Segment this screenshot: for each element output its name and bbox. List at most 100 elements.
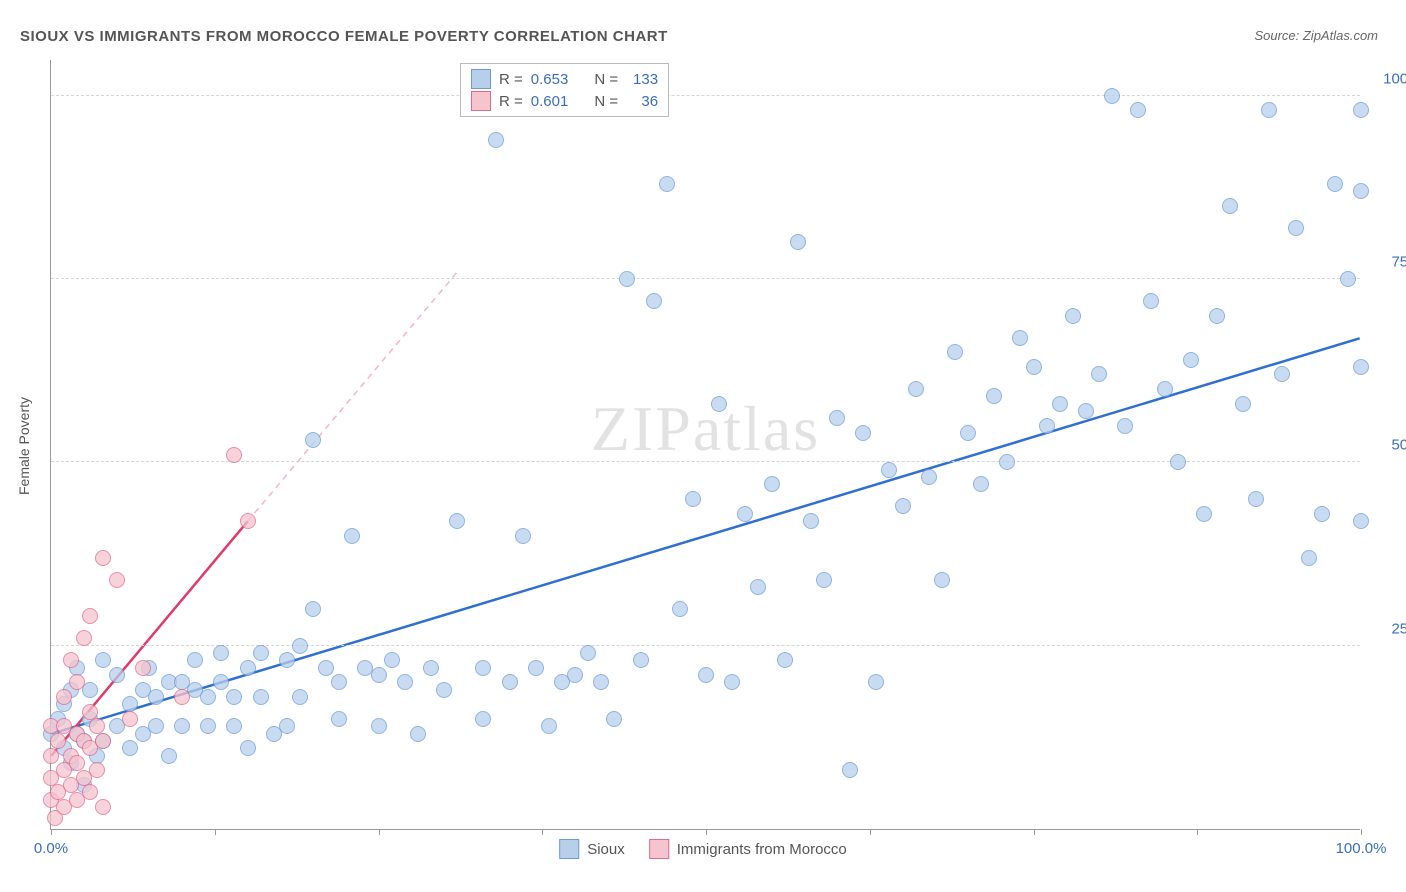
- data-point: [174, 689, 190, 705]
- data-point: [122, 696, 138, 712]
- source-label: Source: ZipAtlas.com: [1254, 28, 1378, 43]
- data-point: [646, 293, 662, 309]
- data-point: [1222, 198, 1238, 214]
- data-point: [240, 513, 256, 529]
- data-point: [475, 711, 491, 727]
- data-point: [82, 608, 98, 624]
- data-point: [135, 660, 151, 676]
- data-point: [1143, 293, 1159, 309]
- data-point: [56, 689, 72, 705]
- data-point: [1327, 176, 1343, 192]
- data-point: [1274, 366, 1290, 382]
- data-point: [986, 388, 1002, 404]
- data-point: [1353, 183, 1369, 199]
- data-point: [89, 762, 105, 778]
- data-point: [1117, 418, 1133, 434]
- data-point: [344, 528, 360, 544]
- data-point: [279, 718, 295, 734]
- data-point: [148, 718, 164, 734]
- data-point: [1353, 359, 1369, 375]
- legend-r-label: R =: [499, 71, 523, 88]
- x-tick: [1034, 829, 1035, 835]
- data-point: [711, 396, 727, 412]
- data-point: [240, 740, 256, 756]
- legend-label: Immigrants from Morocco: [677, 841, 847, 858]
- data-point: [488, 132, 504, 148]
- data-point: [750, 579, 766, 595]
- data-point: [200, 718, 216, 734]
- data-point: [790, 234, 806, 250]
- gridline: [51, 645, 1360, 646]
- data-point: [1091, 366, 1107, 382]
- data-point: [475, 660, 491, 676]
- data-point: [95, 550, 111, 566]
- data-point: [1183, 352, 1199, 368]
- data-point: [1157, 381, 1173, 397]
- data-point: [213, 674, 229, 690]
- data-point: [633, 652, 649, 668]
- legend-r-value: 0.601: [531, 93, 569, 110]
- data-point: [76, 630, 92, 646]
- x-tick: [542, 829, 543, 835]
- legend-label: Sioux: [587, 841, 625, 858]
- data-point: [934, 572, 950, 588]
- data-point: [1039, 418, 1055, 434]
- data-point: [187, 652, 203, 668]
- data-point: [253, 689, 269, 705]
- data-point: [89, 718, 105, 734]
- data-point: [226, 718, 242, 734]
- data-point: [410, 726, 426, 742]
- data-point: [371, 667, 387, 683]
- data-point: [803, 513, 819, 529]
- data-point: [318, 660, 334, 676]
- y-axis-title: Female Poverty: [16, 397, 32, 495]
- y-tick-label: 75.0%: [1370, 254, 1406, 271]
- data-point: [868, 674, 884, 690]
- legend-r-label: R =: [499, 93, 523, 110]
- data-point: [1314, 506, 1330, 522]
- legend-n-value: 36: [626, 93, 658, 110]
- legend-swatch: [559, 839, 579, 859]
- x-tick: [215, 829, 216, 835]
- data-point: [698, 667, 714, 683]
- data-point: [384, 652, 400, 668]
- y-tick-label: 50.0%: [1370, 437, 1406, 454]
- data-point: [305, 601, 321, 617]
- data-point: [148, 689, 164, 705]
- data-point: [436, 682, 452, 698]
- data-point: [528, 660, 544, 676]
- data-point: [502, 674, 518, 690]
- y-tick-label: 100.0%: [1370, 70, 1406, 87]
- data-point: [1340, 271, 1356, 287]
- data-point: [908, 381, 924, 397]
- x-tick: [1361, 829, 1362, 835]
- data-point: [43, 748, 59, 764]
- data-point: [109, 572, 125, 588]
- data-point: [973, 476, 989, 492]
- data-point: [816, 572, 832, 588]
- data-point: [1288, 220, 1304, 236]
- y-tick-label: 25.0%: [1370, 620, 1406, 637]
- data-point: [1012, 330, 1028, 346]
- data-point: [1026, 359, 1042, 375]
- legend-r-value: 0.653: [531, 71, 569, 88]
- legend-n-value: 133: [626, 71, 658, 88]
- legend-swatch: [471, 91, 491, 111]
- legend-row: R =0.601N = 36: [471, 90, 658, 112]
- legend-swatch: [649, 839, 669, 859]
- data-point: [240, 660, 256, 676]
- data-point: [1248, 491, 1264, 507]
- data-point: [1052, 396, 1068, 412]
- data-point: [999, 454, 1015, 470]
- chart-title: SIOUX VS IMMIGRANTS FROM MOROCCO FEMALE …: [20, 28, 668, 45]
- data-point: [1209, 308, 1225, 324]
- data-point: [292, 638, 308, 654]
- data-point: [1065, 308, 1081, 324]
- data-point: [122, 711, 138, 727]
- legend-swatch: [471, 69, 491, 89]
- data-point: [606, 711, 622, 727]
- data-point: [947, 344, 963, 360]
- data-point: [161, 748, 177, 764]
- data-point: [855, 425, 871, 441]
- data-point: [63, 652, 79, 668]
